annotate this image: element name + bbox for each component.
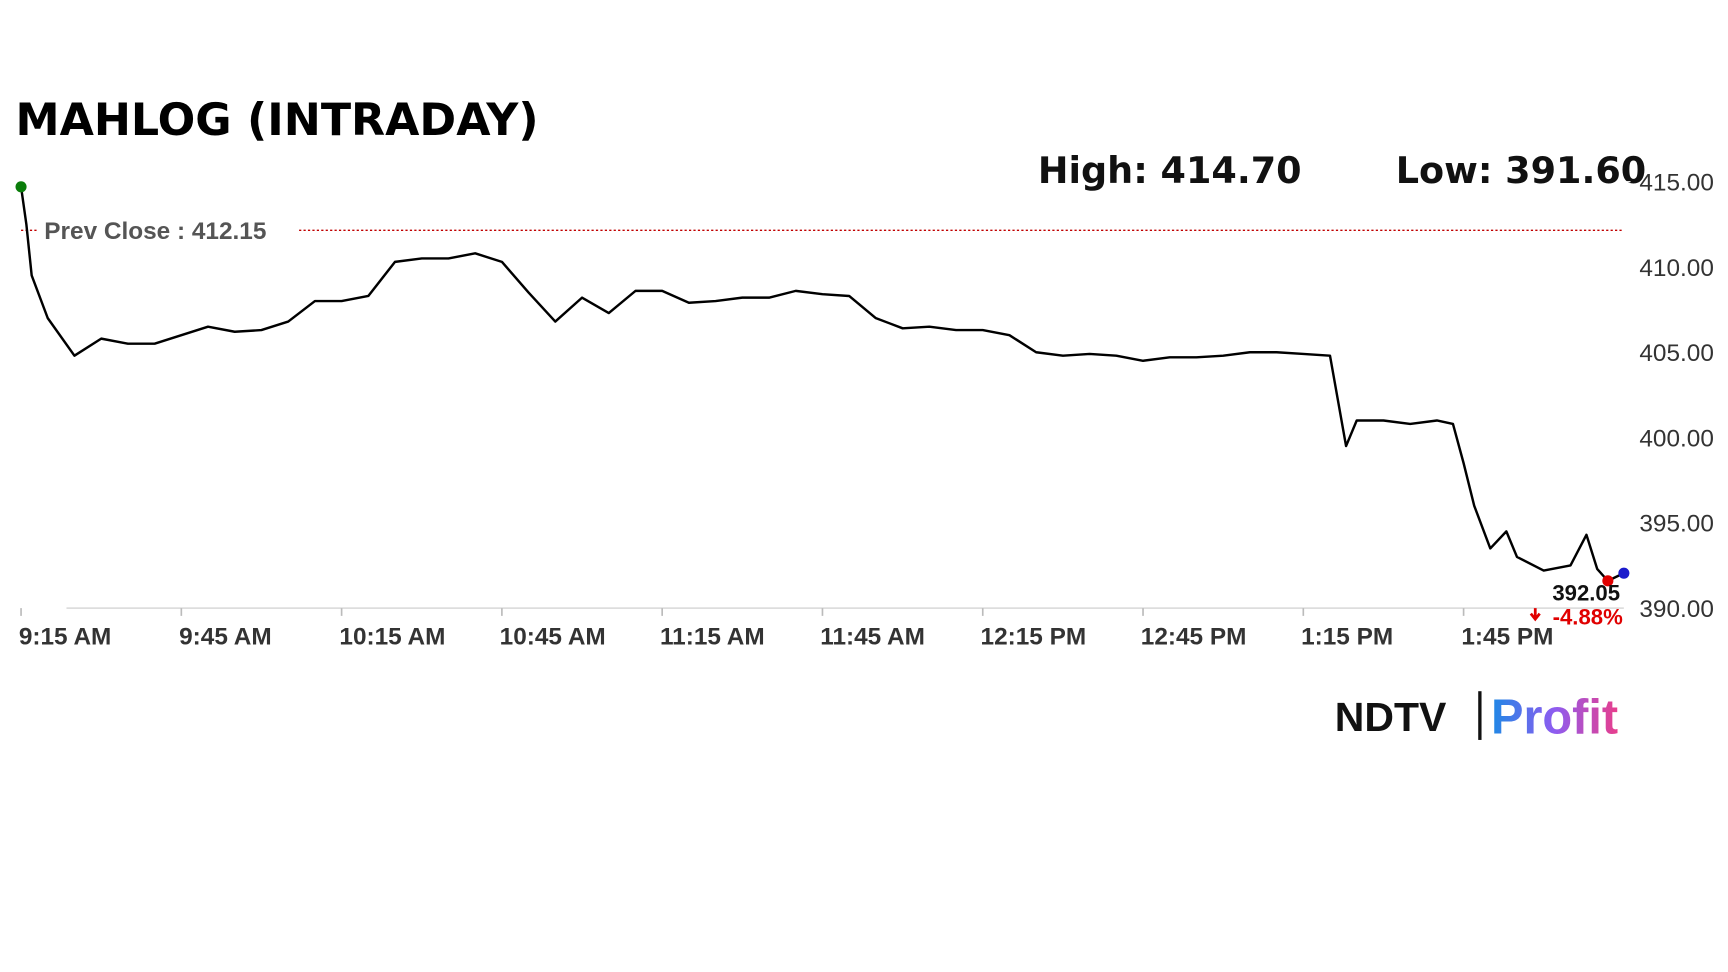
y-tick-label: 395.00 xyxy=(1639,511,1714,538)
high-marker xyxy=(15,181,27,193)
logo-profit: Profit xyxy=(1491,690,1618,744)
price-line xyxy=(19,186,1625,583)
chart-title: MAHLOG (INTRADAY) xyxy=(16,95,539,146)
y-tick-label: 390.00 xyxy=(1639,596,1714,623)
x-tick-label: 1:15 PM xyxy=(1301,624,1393,651)
low-marker xyxy=(1602,575,1614,587)
x-tick-label: 12:15 PM xyxy=(981,624,1087,651)
high-label: High: 414.70 xyxy=(1038,149,1302,192)
prev-close-label: Prev Close : 412.15 xyxy=(44,218,266,245)
x-tick-label: 11:45 AM xyxy=(820,624,925,651)
y-tick-label: 405.00 xyxy=(1639,340,1714,367)
y-tick-label: 415.00 xyxy=(1639,170,1714,197)
x-tick-label: 10:45 AM xyxy=(500,624,606,651)
x-tick-label: 9:15 AM xyxy=(19,624,112,651)
y-tick-label: 400.00 xyxy=(1639,425,1714,452)
low-label: Low: 391.60 xyxy=(1396,149,1647,192)
x-tick-label: 11:15 AM xyxy=(660,624,765,651)
x-tick-label: 10:15 AM xyxy=(339,624,445,651)
x-tick-label: 1:45 PM xyxy=(1461,624,1553,651)
x-tick-label: 9:45 AM xyxy=(179,624,272,651)
last-marker xyxy=(1618,567,1630,579)
change-label: -4.88% xyxy=(1553,605,1623,630)
logo-ndtv: NDTV xyxy=(1335,694,1447,740)
last-price-label: 392.05 xyxy=(1552,580,1620,605)
x-tick-label: 12:45 PM xyxy=(1141,624,1247,651)
down-arrow xyxy=(1529,608,1541,622)
y-tick-label: 410.00 xyxy=(1639,255,1714,282)
